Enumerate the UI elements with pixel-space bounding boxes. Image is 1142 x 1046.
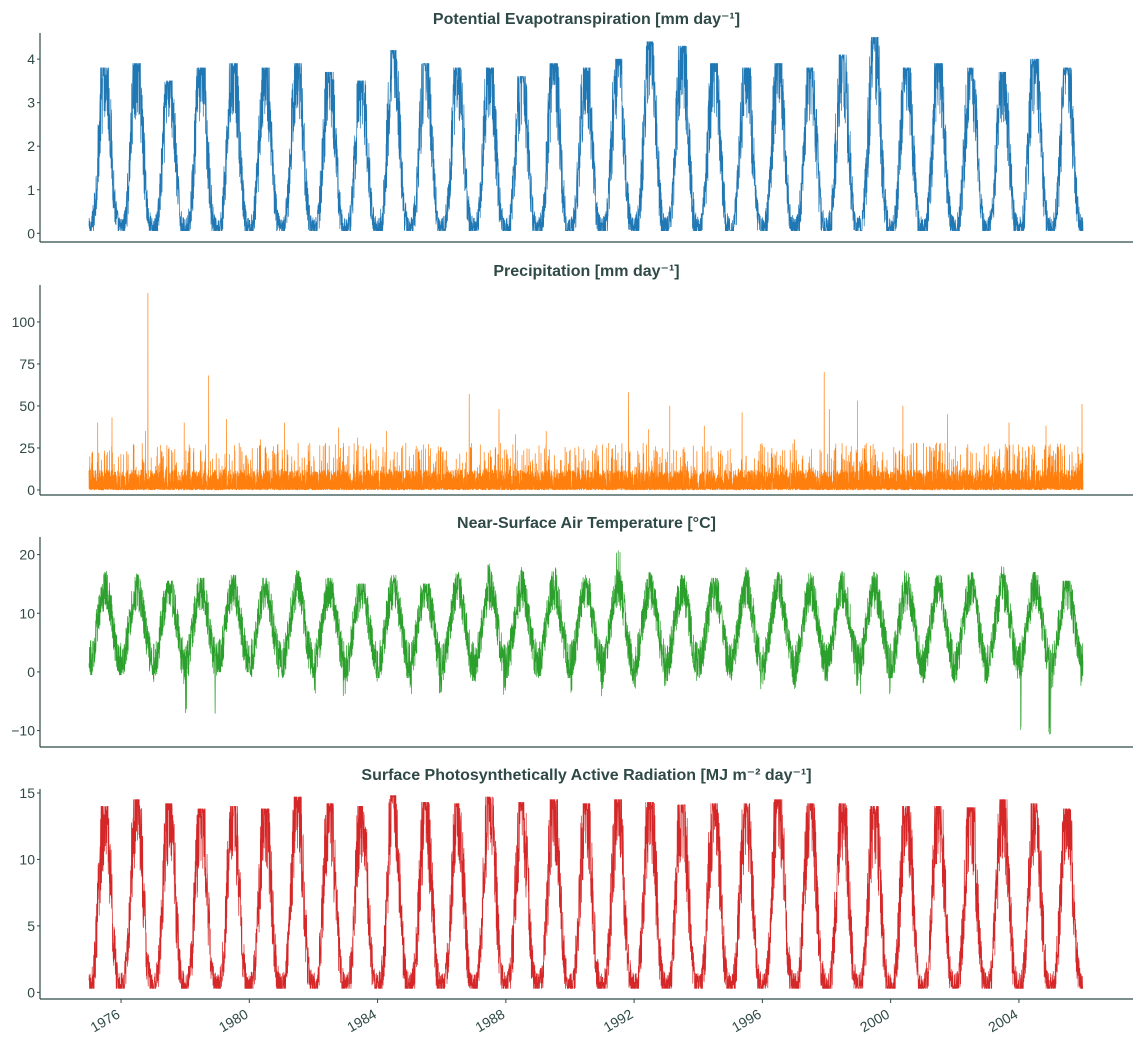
y-tick-label: 10 <box>19 605 35 621</box>
panel-title: Potential Evapotranspiration [mm day⁻¹] <box>433 11 740 28</box>
panel-title: Precipitation [mm day⁻¹] <box>493 263 679 280</box>
x-tick-label: 2004 <box>985 1006 1020 1036</box>
y-tick-label: 5 <box>27 918 35 934</box>
panel-3: Near-Surface Air Temperature [°C] −10 0 10 2… <box>11 515 1133 748</box>
panel-4: Surface Photosynthetically Active Radiat… <box>19 767 1133 1035</box>
x-tick-label: 1984 <box>344 1006 379 1036</box>
panel-title: Surface Photosynthetically Active Radiat… <box>361 767 811 784</box>
y-tick-label: 4 <box>27 51 35 67</box>
y-tick-label: 0 <box>27 482 35 498</box>
y-tick-label: 100 <box>12 314 36 330</box>
x-tick-label: 1988 <box>472 1006 507 1036</box>
series-line <box>88 293 1084 491</box>
y-tick-label: 0 <box>27 225 35 241</box>
y-tick-label: 1 <box>27 182 35 198</box>
y-tick-label: 2 <box>27 138 35 154</box>
y-tick-label: −10 <box>11 723 35 739</box>
y-tick-label: 50 <box>19 398 35 414</box>
y-tick-label: 0 <box>27 984 35 1000</box>
y-tick-label: 10 <box>19 851 35 867</box>
panel-2: Precipitation [mm day⁻¹] 0 25 50 75 100 <box>12 263 1133 498</box>
y-tick-label: 0 <box>27 664 35 680</box>
x-tick-label: 1992 <box>601 1006 636 1036</box>
x-tick-label: 2000 <box>857 1006 892 1036</box>
series-line <box>88 795 1084 989</box>
y-tick-label: 20 <box>19 547 35 563</box>
panel-title: Near-Surface Air Temperature [°C] <box>457 515 716 532</box>
series-line <box>88 550 1084 735</box>
x-tick-label: 1996 <box>729 1006 764 1036</box>
series-line <box>88 37 1084 232</box>
y-tick-label: 15 <box>19 785 35 801</box>
x-tick-label: 1976 <box>88 1006 123 1036</box>
y-tick-label: 75 <box>19 356 35 372</box>
y-tick-label: 25 <box>19 440 35 456</box>
panel-1: Potential Evapotranspiration [mm day⁻¹] 0… <box>27 11 1133 243</box>
y-tick-label: 3 <box>27 95 35 111</box>
x-tick-label: 1980 <box>216 1006 251 1036</box>
